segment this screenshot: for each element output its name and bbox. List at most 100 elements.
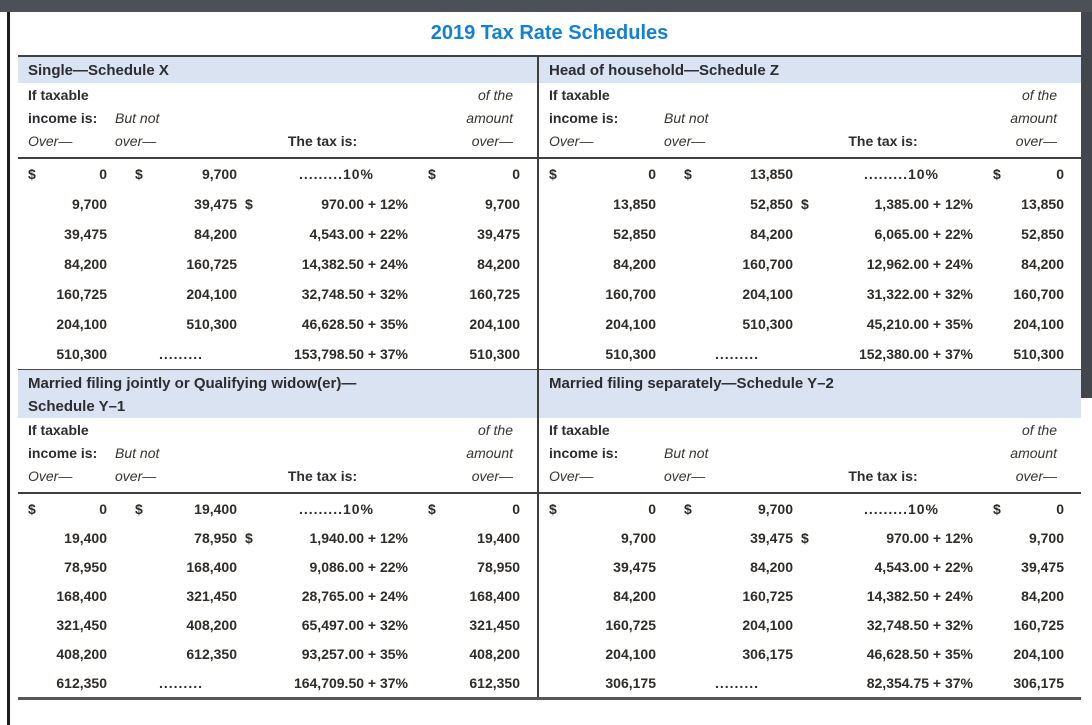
cell-amt: 84,200 bbox=[973, 588, 1081, 604]
tax-bracket-row: 168,400 321,450 28,765.00 + 24% 168,400 bbox=[18, 581, 537, 610]
header-income-is: income is: bbox=[549, 445, 619, 461]
cell-butnot: 510,300 bbox=[656, 316, 793, 332]
cell-value: 19,400 bbox=[477, 529, 520, 546]
header-if-taxable: If taxable bbox=[549, 422, 610, 438]
cell-value: 9,700 bbox=[201, 166, 237, 182]
bracket-rows: $0 $13,850 .........10% $0 13,850 52,850 $1,38… bbox=[539, 159, 1081, 369]
tax-bracket-row: 160,700 204,100 31,322.00 + 32% 160,700 bbox=[539, 279, 1081, 309]
cell-value: 204,100 bbox=[742, 286, 793, 302]
tax-bracket-row: 52,850 84,200 6,065.00 + 22% 52,850 bbox=[539, 219, 1081, 249]
cell-value: 9,700 bbox=[1028, 529, 1064, 546]
tax-bracket-row: 9,700 39,475 $970.00 + 12% 9,700 bbox=[539, 523, 1081, 552]
cell-value: 970.00 + 12% bbox=[321, 196, 408, 212]
dollar-sign: $ bbox=[428, 166, 436, 182]
dollar-sign: $ bbox=[684, 500, 692, 517]
cell-value: ......... bbox=[714, 674, 759, 691]
cell-value: 93,257.00 + 35% bbox=[301, 645, 408, 662]
schedule-title-band: Single—Schedule X bbox=[18, 57, 537, 83]
cell-tax: 32,748.50 + 32% bbox=[793, 617, 973, 633]
header-but-not-over: But not over— bbox=[656, 418, 793, 492]
cell-butnot: ......... bbox=[656, 346, 793, 362]
bracket-rows: $0 $9,700 .........10% $0 9,700 39,475 $970.00… bbox=[539, 494, 1081, 697]
cell-value: 6,065.00 + 22% bbox=[874, 226, 973, 242]
header-over: Over— bbox=[549, 468, 594, 484]
cell-value: 78,950 bbox=[477, 558, 520, 575]
schedule-title-band: Head of household—Schedule Z bbox=[539, 57, 1081, 83]
header-over2: over— bbox=[115, 133, 157, 149]
header-over3: over— bbox=[1015, 133, 1057, 149]
cell-value: 160,700 bbox=[605, 286, 656, 302]
cell-over: 204,100 bbox=[539, 646, 656, 662]
header-over: Over— bbox=[28, 133, 73, 149]
cell-value: 168,400 bbox=[56, 587, 107, 604]
cell-butnot: $13,850 bbox=[656, 166, 793, 182]
cell-amt: 321,450 bbox=[408, 617, 537, 633]
dollar-sign: $ bbox=[684, 166, 692, 182]
cell-value: 160,700 bbox=[742, 256, 793, 272]
cell-value: 32,748.50 + 32% bbox=[866, 616, 973, 633]
dollar-sign: $ bbox=[549, 500, 557, 517]
header-amount-over: of the amount over— bbox=[973, 418, 1081, 492]
bracket-rows: $0 $9,700 .........10% $0 9,700 39,475 $970.00… bbox=[18, 159, 537, 369]
header-over2: over— bbox=[664, 468, 706, 484]
cell-value: 9,086.00 + 22% bbox=[309, 558, 408, 575]
cell-tax: 152,380.00 + 37% bbox=[793, 346, 973, 362]
cell-value: 160,725 bbox=[1013, 616, 1064, 633]
cell-value: 9,700 bbox=[71, 196, 107, 212]
cell-amt: $0 bbox=[973, 166, 1081, 182]
cell-value: 13,850 bbox=[613, 196, 656, 212]
header-of-the: of the bbox=[1021, 87, 1057, 103]
cell-value: 52,850 bbox=[613, 226, 656, 242]
tax-bracket-row: 84,200 160,725 14,382.50 + 24% 84,200 bbox=[18, 249, 537, 279]
cell-value: 84,200 bbox=[1021, 587, 1064, 604]
cell-butnot: 39,475 bbox=[656, 530, 793, 546]
cell-value: ......... bbox=[158, 674, 203, 691]
cell-value: 408,200 bbox=[56, 645, 107, 662]
header-amount: amount bbox=[1010, 445, 1057, 461]
cell-amt: 204,100 bbox=[973, 316, 1081, 332]
cell-tax: .........10% bbox=[793, 501, 973, 517]
tax-bracket-row: $0 $9,700 .........10% $0 bbox=[18, 159, 537, 189]
cell-butnot: 168,400 bbox=[107, 559, 237, 575]
cell-value: .........10% bbox=[298, 166, 374, 182]
cell-over: 39,475 bbox=[18, 226, 107, 242]
cell-value: 408,200 bbox=[186, 616, 237, 633]
column-headers: If taxable income is: Over— But not over… bbox=[18, 418, 537, 494]
schedule-title-line: Schedule Y–1 bbox=[28, 398, 126, 415]
cell-value: 14,382.50 + 24% bbox=[866, 587, 973, 604]
cell-value: 19,400 bbox=[194, 500, 237, 517]
header-over3: over— bbox=[1015, 468, 1057, 484]
cell-butnot: 204,100 bbox=[656, 617, 793, 633]
tax-bracket-row: 204,100 510,300 46,628.50 + 35% 204,100 bbox=[18, 309, 537, 339]
cell-value: 9,700 bbox=[484, 196, 520, 212]
cell-value: 510,300 bbox=[605, 346, 656, 362]
cell-value: 510,300 bbox=[56, 346, 107, 362]
cell-over: 84,200 bbox=[539, 588, 656, 604]
cell-value: 13,850 bbox=[750, 166, 793, 182]
cell-over: 168,400 bbox=[18, 588, 107, 604]
cell-value: 510,300 bbox=[469, 346, 520, 362]
cell-value: 65,497.00 + 32% bbox=[301, 616, 408, 633]
page-title: 2019 Tax Rate Schedules bbox=[430, 22, 669, 44]
cell-value: 970.00 + 12% bbox=[886, 529, 973, 546]
cell-butnot: 321,450 bbox=[107, 588, 237, 604]
schedule-head-of-household-z: Head of household—Schedule Z If taxable … bbox=[539, 57, 1081, 369]
cell-tax: 9,086.00 + 22% bbox=[237, 559, 408, 575]
page-left-edge bbox=[7, 12, 10, 725]
cell-over: $0 bbox=[18, 166, 107, 182]
cell-butnot: 78,950 bbox=[107, 530, 237, 546]
schedule-married-separately-y2: Married filing separately—Schedule Y–2 I… bbox=[539, 369, 1081, 697]
cell-value: 52,850 bbox=[1021, 226, 1064, 242]
cell-amt: $0 bbox=[408, 501, 537, 517]
cell-amt: 408,200 bbox=[408, 646, 537, 662]
cell-value: 408,200 bbox=[469, 645, 520, 662]
cell-butnot: 160,700 bbox=[656, 256, 793, 272]
cell-over: 84,200 bbox=[539, 256, 656, 272]
cell-value: 204,100 bbox=[742, 616, 793, 633]
schedule-title-line: Married filing separately—Schedule Y–2 bbox=[549, 375, 834, 392]
cell-amt: 84,200 bbox=[973, 256, 1081, 272]
cell-over: 321,450 bbox=[18, 617, 107, 633]
cell-over: 306,175 bbox=[539, 675, 656, 691]
cell-tax: .........10% bbox=[793, 166, 973, 182]
page-right-edge bbox=[1081, 12, 1092, 398]
